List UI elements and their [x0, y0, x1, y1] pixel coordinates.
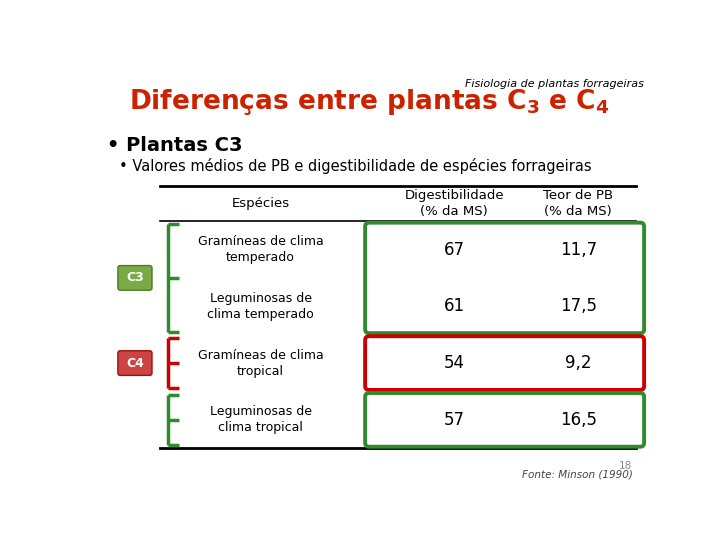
FancyBboxPatch shape [365, 222, 644, 333]
Text: Diferenças entre plantas $\mathbf{C_3}$ e $\mathbf{C_4}$: Diferenças entre plantas $\mathbf{C_3}$ … [129, 87, 609, 117]
Text: 54: 54 [444, 354, 464, 372]
Text: C3: C3 [126, 272, 144, 285]
Text: Gramíneas de clima
temperado: Gramíneas de clima temperado [197, 235, 323, 264]
Text: 57: 57 [444, 411, 464, 429]
Text: Leguminosas de
clima tropical: Leguminosas de clima tropical [210, 406, 312, 434]
Text: 61: 61 [444, 298, 465, 315]
FancyBboxPatch shape [365, 393, 644, 447]
Text: • Valores médios de PB e digestibilidade de espécies forrageiras: • Valores médios de PB e digestibilidade… [120, 158, 592, 174]
Text: 17,5: 17,5 [559, 298, 597, 315]
Text: 9,2: 9,2 [565, 354, 592, 372]
Text: 18: 18 [619, 461, 632, 471]
Text: Leguminosas de
clima temperado: Leguminosas de clima temperado [207, 292, 314, 321]
FancyBboxPatch shape [118, 266, 152, 290]
Text: 16,5: 16,5 [559, 411, 597, 429]
Text: • Plantas C3: • Plantas C3 [107, 136, 243, 155]
Text: Digestibilidade
(% da MS): Digestibilidade (% da MS) [405, 190, 504, 218]
Text: 67: 67 [444, 240, 464, 259]
Text: Teor de PB
(% da MS): Teor de PB (% da MS) [543, 190, 613, 218]
Text: C4: C4 [126, 356, 144, 369]
FancyBboxPatch shape [118, 351, 152, 375]
Text: Gramíneas de clima
tropical: Gramíneas de clima tropical [197, 349, 323, 377]
Text: Espécies: Espécies [231, 197, 289, 210]
Text: Fonte: Minson (1990): Fonte: Minson (1990) [521, 469, 632, 479]
Text: 11,7: 11,7 [559, 240, 597, 259]
FancyBboxPatch shape [365, 336, 644, 390]
Text: Fisiologia de plantas forrageiras: Fisiologia de plantas forrageiras [465, 79, 644, 89]
